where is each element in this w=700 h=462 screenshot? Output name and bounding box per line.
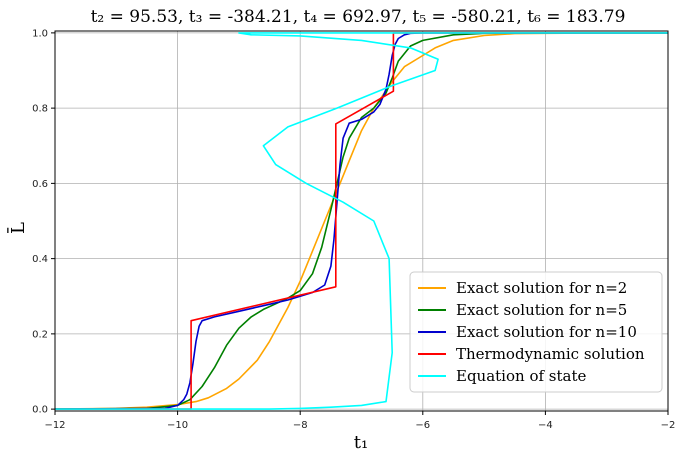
y-tick-label: 0.0	[32, 405, 48, 416]
x-axis-label: t₁	[354, 432, 368, 453]
legend-label: Exact solution for n=5	[456, 301, 627, 319]
chart-title: t₂ = 95.53, t₃ = -384.21, t₄ = 692.97, t…	[91, 7, 626, 27]
series-line-5	[55, 32, 668, 410]
series-line-1	[54, 32, 668, 410]
y-tick-label: 0.8	[32, 104, 48, 115]
series-line-2	[54, 32, 668, 410]
x-tick-label: −12	[44, 420, 65, 431]
plot-frame	[54, 30, 669, 412]
series-layer	[54, 32, 668, 410]
y-tick-label: 0.2	[32, 329, 48, 340]
y-tick-label: 1.0	[32, 28, 48, 39]
legend-box	[409, 271, 663, 393]
legend: Exact solution for n=2 Exact solution for…	[409, 271, 663, 393]
legend-label: Exact solution for n=10	[456, 323, 637, 341]
x-tick-label: −2	[661, 420, 676, 431]
y-axis-label: L̄	[6, 222, 29, 234]
legend-label: Thermodynamic solution	[456, 345, 645, 363]
x-tick-label: −8	[293, 420, 308, 431]
y-tick-label: 0.4	[32, 254, 48, 265]
x-tick-label: −6	[415, 420, 430, 431]
ticks: −12 −10 −8 −6 −4 −2 0.0 0.2 0.4 0.6 0.8 1.0	[32, 28, 675, 431]
y-tick-label: 0.6	[32, 179, 48, 190]
x-tick-label: −4	[538, 420, 553, 431]
legend-label: Exact solution for n=2	[456, 279, 627, 297]
x-tick-label: −10	[167, 420, 188, 431]
legend-label: Equation of state	[456, 367, 586, 385]
